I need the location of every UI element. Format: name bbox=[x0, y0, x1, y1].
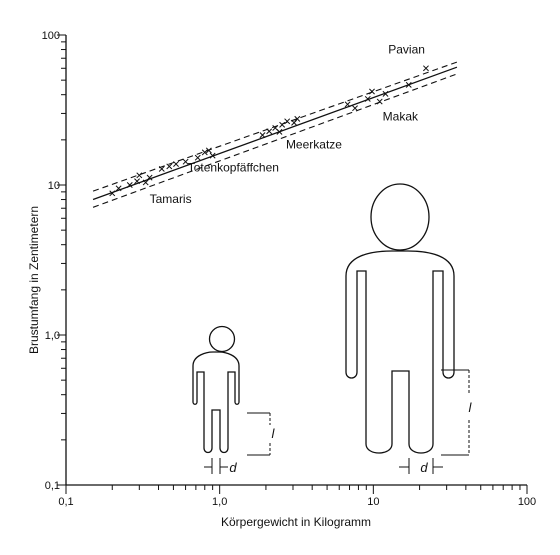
data-point bbox=[259, 132, 266, 139]
x-axis-label: Körpergewicht in Kilogramm bbox=[221, 515, 371, 529]
data-point bbox=[182, 158, 189, 165]
data-point bbox=[422, 65, 429, 72]
x-tick-label: 1,0 bbox=[212, 496, 227, 508]
data-point bbox=[376, 98, 383, 105]
data-point-stroke bbox=[344, 101, 351, 108]
annotations: Tamaris Totenkopfäffchen Meerkatze Makak Pav… bbox=[150, 43, 425, 206]
data-point bbox=[279, 121, 286, 128]
data-point bbox=[364, 95, 371, 102]
data-point bbox=[142, 179, 149, 186]
regression-line bbox=[92, 66, 458, 201]
data-point-stroke bbox=[364, 95, 371, 102]
data-point bbox=[173, 161, 179, 167]
small-d-label: d bbox=[229, 460, 237, 475]
data-point-stroke bbox=[182, 158, 189, 165]
data-point-stroke bbox=[294, 115, 301, 122]
data-point-stroke bbox=[126, 182, 133, 188]
large-l-label: l bbox=[469, 400, 473, 415]
data-point-stroke bbox=[276, 128, 283, 135]
data-point bbox=[146, 174, 153, 181]
axes bbox=[65, 35, 527, 486]
y-tick-label: 1,0 bbox=[45, 330, 60, 342]
x-tick-label: 100 bbox=[518, 496, 536, 508]
data-point bbox=[201, 149, 208, 156]
regression bbox=[92, 66, 458, 201]
small-figure: l d bbox=[192, 325, 276, 475]
data-point bbox=[405, 81, 412, 88]
data-point-stroke bbox=[166, 163, 173, 170]
data-point bbox=[352, 105, 358, 112]
data-point bbox=[344, 101, 351, 108]
large-figure: l d bbox=[345, 183, 473, 475]
data-point bbox=[126, 182, 133, 188]
confidence-band-upper bbox=[92, 61, 458, 192]
data-point bbox=[205, 147, 212, 154]
data-point-stroke bbox=[259, 132, 266, 139]
data-point bbox=[158, 165, 165, 172]
data-point-stroke bbox=[279, 121, 286, 128]
data-point bbox=[166, 163, 173, 170]
y-tick-label: 100 bbox=[42, 30, 60, 42]
data-point bbox=[194, 154, 201, 161]
data-point-stroke bbox=[201, 149, 208, 156]
data-point bbox=[382, 90, 389, 97]
small-figure-head bbox=[208, 325, 236, 353]
small-figure-silhouette bbox=[192, 351, 240, 454]
data-point-stroke bbox=[266, 128, 273, 135]
confidence-band bbox=[92, 61, 458, 208]
data-point bbox=[136, 172, 143, 179]
data-point-stroke bbox=[134, 178, 141, 185]
data-point bbox=[115, 185, 122, 192]
y-tick-label: 0,1 bbox=[45, 480, 60, 492]
data-point-stroke bbox=[382, 90, 389, 97]
data-point-stroke bbox=[146, 174, 153, 181]
data-point bbox=[134, 178, 141, 185]
large-d-label: d bbox=[420, 460, 428, 475]
x-tick-label: 10 bbox=[367, 496, 379, 508]
y-axis-label: Brustumfang in Zentimetern bbox=[27, 206, 41, 354]
species-annotation: Tamaris bbox=[150, 192, 192, 206]
data-point bbox=[294, 115, 301, 122]
data-point-stroke bbox=[422, 65, 429, 72]
data-point-stroke bbox=[284, 118, 291, 125]
data-point-stroke bbox=[205, 147, 212, 154]
species-annotation: Pavian bbox=[388, 43, 425, 57]
data-point bbox=[109, 190, 116, 197]
data-point-stroke bbox=[209, 152, 216, 159]
data-point bbox=[276, 128, 283, 135]
data-point-stroke bbox=[136, 172, 143, 179]
data-point-stroke bbox=[272, 125, 279, 131]
species-annotation: Meerkatze bbox=[286, 138, 342, 152]
y-tick-label: 10 bbox=[48, 180, 60, 192]
species-annotation: Makak bbox=[383, 109, 419, 123]
data-point-stroke bbox=[115, 185, 122, 192]
data-point bbox=[266, 128, 273, 135]
data-point bbox=[209, 152, 216, 159]
data-point-stroke bbox=[405, 81, 412, 88]
data-point-stroke bbox=[158, 165, 165, 172]
x-tick-label: 0,1 bbox=[58, 496, 73, 508]
data-point-stroke bbox=[173, 161, 179, 167]
ticks bbox=[57, 34, 528, 494]
large-figure-silhouette bbox=[345, 250, 455, 454]
species-annotation: Totenkopfäffchen bbox=[188, 161, 279, 175]
data-point-stroke bbox=[352, 105, 358, 112]
large-figure-head bbox=[370, 183, 430, 251]
data-points bbox=[109, 65, 429, 197]
data-point-stroke bbox=[194, 154, 201, 161]
tick-labels: 0,1 1,0 10 100 0,1 1,0 10 100 bbox=[42, 30, 537, 508]
data-point-stroke bbox=[376, 98, 383, 105]
data-point-stroke bbox=[109, 190, 116, 197]
data-point-stroke bbox=[142, 179, 149, 186]
data-point bbox=[284, 118, 291, 125]
small-l-label: l bbox=[272, 426, 276, 441]
data-point-stroke bbox=[369, 88, 375, 95]
data-point bbox=[369, 88, 375, 95]
confidence-band-lower bbox=[92, 73, 458, 208]
